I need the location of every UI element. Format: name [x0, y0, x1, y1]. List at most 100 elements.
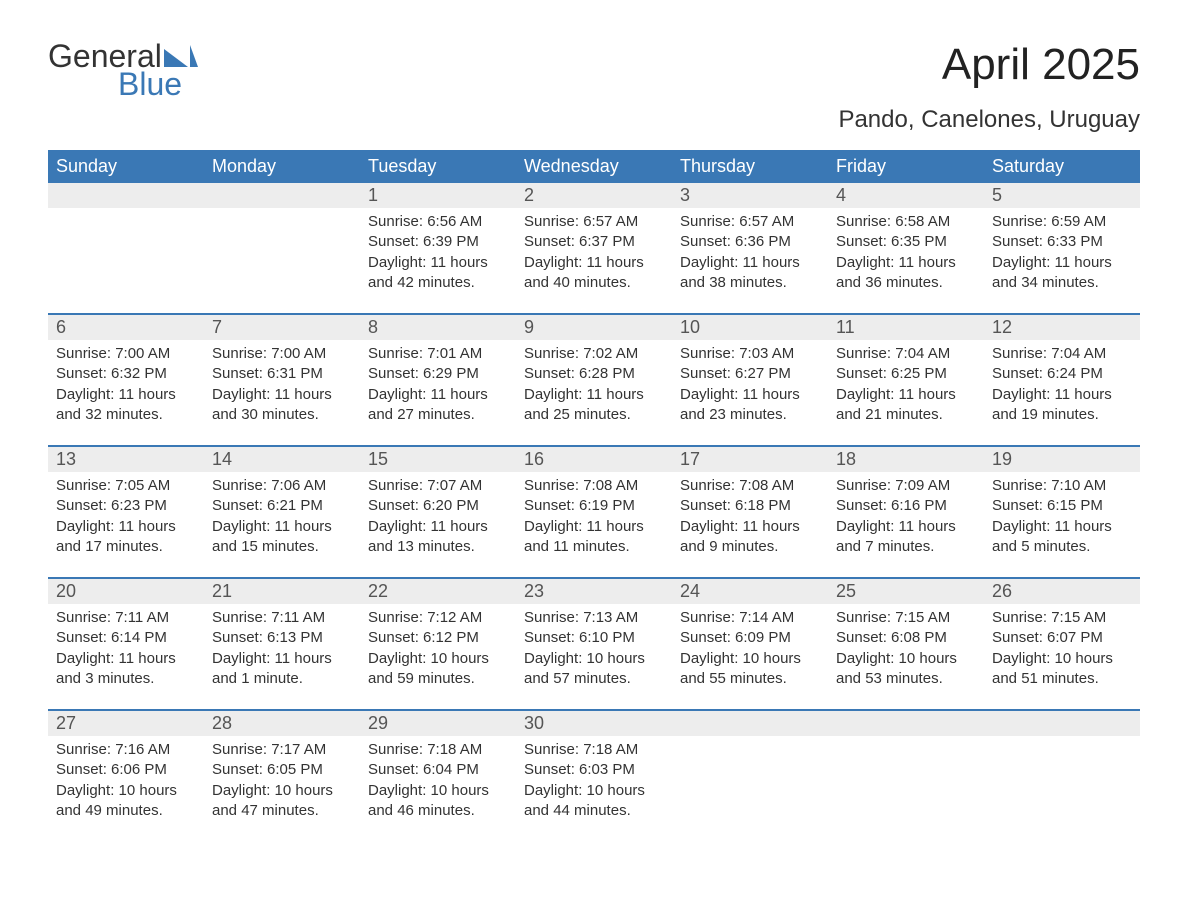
day-cell: Sunrise: 7:12 AMSunset: 6:12 PMDaylight:… [360, 604, 516, 699]
sunset-text: Sunset: 6:14 PM [56, 628, 196, 648]
day-cell: Sunrise: 7:11 AMSunset: 6:13 PMDaylight:… [204, 604, 360, 699]
week-numrow: 13141516171819 [48, 447, 1140, 472]
sunset-text: Sunset: 6:09 PM [680, 628, 820, 648]
sunset-text: Sunset: 6:05 PM [212, 760, 352, 780]
day-number [984, 711, 1140, 736]
day-cell: Sunrise: 7:15 AMSunset: 6:07 PMDaylight:… [984, 604, 1140, 699]
sunrise-text: Sunrise: 7:01 AM [368, 344, 508, 364]
day-number [672, 711, 828, 736]
day-number: 27 [48, 711, 204, 736]
day-cell: Sunrise: 7:13 AMSunset: 6:10 PMDaylight:… [516, 604, 672, 699]
daylight-text: Daylight: 11 hours and 7 minutes. [836, 517, 976, 558]
week-numrow: 12345 [48, 183, 1140, 208]
sunrise-text: Sunrise: 7:10 AM [992, 476, 1132, 496]
day-number: 9 [516, 315, 672, 340]
day-number: 3 [672, 183, 828, 208]
day-number: 24 [672, 579, 828, 604]
day-cell: Sunrise: 7:08 AMSunset: 6:18 PMDaylight:… [672, 472, 828, 567]
sunrise-text: Sunrise: 7:17 AM [212, 740, 352, 760]
day-cell: Sunrise: 7:03 AMSunset: 6:27 PMDaylight:… [672, 340, 828, 435]
sunrise-text: Sunrise: 6:56 AM [368, 212, 508, 232]
daylight-text: Daylight: 11 hours and 3 minutes. [56, 649, 196, 690]
day-number: 10 [672, 315, 828, 340]
sunrise-text: Sunrise: 7:11 AM [212, 608, 352, 628]
day-cell: Sunrise: 7:17 AMSunset: 6:05 PMDaylight:… [204, 736, 360, 831]
sunrise-text: Sunrise: 7:08 AM [524, 476, 664, 496]
weeks-container: 12345Sunrise: 6:56 AMSunset: 6:39 PMDayl… [48, 183, 1140, 831]
day-cell: Sunrise: 7:04 AMSunset: 6:24 PMDaylight:… [984, 340, 1140, 435]
sunset-text: Sunset: 6:29 PM [368, 364, 508, 384]
day-number: 29 [360, 711, 516, 736]
daylight-text: Daylight: 11 hours and 36 minutes. [836, 253, 976, 294]
logo-line2: Blue [118, 68, 198, 100]
day-number: 19 [984, 447, 1140, 472]
week: 12345Sunrise: 6:56 AMSunset: 6:39 PMDayl… [48, 183, 1140, 303]
week: 13141516171819Sunrise: 7:05 AMSunset: 6:… [48, 445, 1140, 567]
day-cell: Sunrise: 7:15 AMSunset: 6:08 PMDaylight:… [828, 604, 984, 699]
daylight-text: Daylight: 11 hours and 5 minutes. [992, 517, 1132, 558]
sunrise-text: Sunrise: 7:07 AM [368, 476, 508, 496]
day-cell: Sunrise: 7:01 AMSunset: 6:29 PMDaylight:… [360, 340, 516, 435]
sunrise-text: Sunrise: 7:04 AM [836, 344, 976, 364]
day-number: 5 [984, 183, 1140, 208]
day-cell: Sunrise: 7:00 AMSunset: 6:32 PMDaylight:… [48, 340, 204, 435]
day-cell: Sunrise: 7:00 AMSunset: 6:31 PMDaylight:… [204, 340, 360, 435]
sunset-text: Sunset: 6:12 PM [368, 628, 508, 648]
daylight-text: Daylight: 10 hours and 46 minutes. [368, 781, 508, 822]
day-cell: Sunrise: 7:10 AMSunset: 6:15 PMDaylight:… [984, 472, 1140, 567]
sunset-text: Sunset: 6:36 PM [680, 232, 820, 252]
sunrise-text: Sunrise: 7:15 AM [992, 608, 1132, 628]
daylight-text: Daylight: 11 hours and 21 minutes. [836, 385, 976, 426]
day-number [48, 183, 204, 208]
day-header-row: Sunday Monday Tuesday Wednesday Thursday… [48, 150, 1140, 183]
week: 27282930Sunrise: 7:16 AMSunset: 6:06 PMD… [48, 709, 1140, 831]
sunrise-text: Sunrise: 7:16 AM [56, 740, 196, 760]
week-numrow: 27282930 [48, 711, 1140, 736]
day-cell [48, 208, 204, 303]
sunset-text: Sunset: 6:27 PM [680, 364, 820, 384]
sunrise-text: Sunrise: 7:13 AM [524, 608, 664, 628]
week-body: Sunrise: 6:56 AMSunset: 6:39 PMDaylight:… [48, 208, 1140, 303]
sunset-text: Sunset: 6:23 PM [56, 496, 196, 516]
sunset-text: Sunset: 6:32 PM [56, 364, 196, 384]
sunrise-text: Sunrise: 7:18 AM [524, 740, 664, 760]
sunrise-text: Sunrise: 7:00 AM [56, 344, 196, 364]
logo: General Blue [48, 40, 198, 100]
day-cell: Sunrise: 7:04 AMSunset: 6:25 PMDaylight:… [828, 340, 984, 435]
day-number: 2 [516, 183, 672, 208]
day-number: 18 [828, 447, 984, 472]
daylight-text: Daylight: 11 hours and 30 minutes. [212, 385, 352, 426]
day-number: 26 [984, 579, 1140, 604]
sunrise-text: Sunrise: 7:18 AM [368, 740, 508, 760]
sunrise-text: Sunrise: 7:03 AM [680, 344, 820, 364]
sunset-text: Sunset: 6:28 PM [524, 364, 664, 384]
daylight-text: Daylight: 11 hours and 38 minutes. [680, 253, 820, 294]
header: General Blue April 2025 [48, 40, 1140, 100]
sunrise-text: Sunrise: 7:06 AM [212, 476, 352, 496]
daylight-text: Daylight: 11 hours and 42 minutes. [368, 253, 508, 294]
week-numrow: 20212223242526 [48, 579, 1140, 604]
week-body: Sunrise: 7:00 AMSunset: 6:32 PM Daylight:… [48, 340, 1140, 435]
day-cell: Sunrise: 7:18 AMSunset: 6:04 PMDaylight:… [360, 736, 516, 831]
sunset-text: Sunset: 6:35 PM [836, 232, 976, 252]
day-number: 20 [48, 579, 204, 604]
sunrise-text: Sunrise: 7:14 AM [680, 608, 820, 628]
day-cell: Sunrise: 7:09 AMSunset: 6:16 PMDaylight:… [828, 472, 984, 567]
day-number [828, 711, 984, 736]
day-cell: Sunrise: 6:56 AMSunset: 6:39 PMDaylight:… [360, 208, 516, 303]
day-number: 7 [204, 315, 360, 340]
day-number: 23 [516, 579, 672, 604]
sunrise-text: Sunrise: 7:04 AM [992, 344, 1132, 364]
sunset-text: Sunset: 6:21 PM [212, 496, 352, 516]
sunset-text: Sunset: 6:33 PM [992, 232, 1132, 252]
sunrise-text: Sunrise: 7:08 AM [680, 476, 820, 496]
sunrise-text: Sunrise: 7:09 AM [836, 476, 976, 496]
daylight-text: Daylight: 10 hours and 55 minutes. [680, 649, 820, 690]
sunrise-text: Sunrise: 7:15 AM [836, 608, 976, 628]
sunrise-text: Sunrise: 7:05 AM [56, 476, 196, 496]
day-cell [828, 736, 984, 831]
day-number: 11 [828, 315, 984, 340]
day-cell: Sunrise: 7:07 AMSunset: 6:20 PMDaylight:… [360, 472, 516, 567]
day-cell: Sunrise: 6:59 AMSunset: 6:33 PMDaylight:… [984, 208, 1140, 303]
page-subtitle: Pando, Canelones, Uruguay [48, 106, 1140, 134]
